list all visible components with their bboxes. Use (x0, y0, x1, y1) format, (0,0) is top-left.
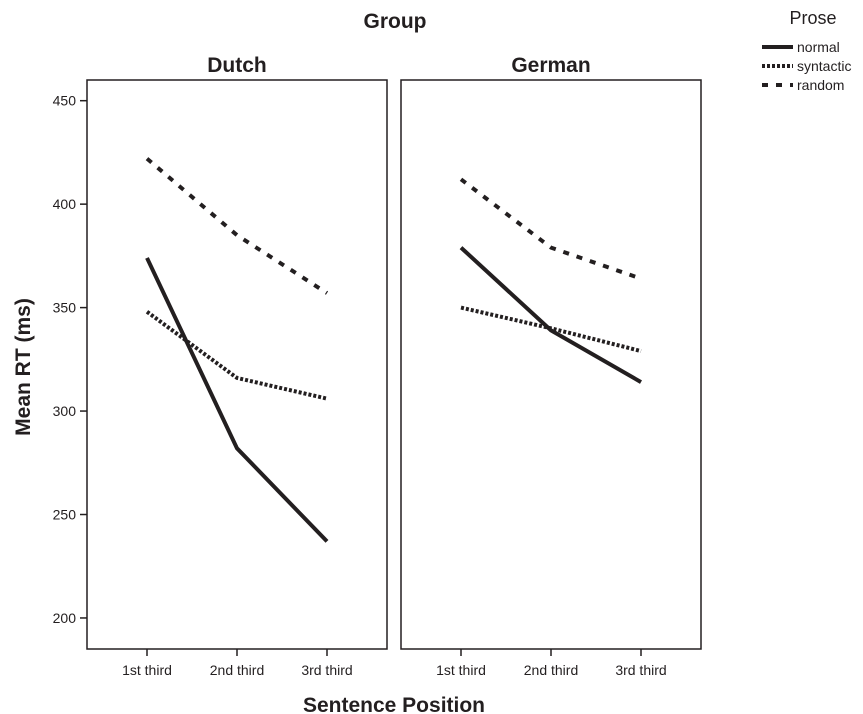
x-tick-label: 3rd third (301, 662, 352, 678)
y-tick-label: 450 (53, 93, 77, 109)
panel-frame (86, 79, 388, 650)
chart-super-title: Group (364, 10, 427, 33)
panel-german: German 1st third 2nd third 3rd third (400, 54, 702, 678)
y-axis: 200 250 300 350 400 450 (53, 93, 87, 626)
x-tick-label: 1st third (436, 662, 486, 678)
x-tick-label: 1st third (122, 662, 172, 678)
y-tick-label: 200 (53, 610, 77, 626)
legend-label-normal: normal (797, 39, 840, 55)
series-line-syntactic (460, 305, 642, 353)
legend-label-syntactic: syntactic (797, 58, 851, 74)
x-tick-label: 3rd third (615, 662, 666, 678)
y-axis-label: Mean RT (ms) (12, 298, 35, 436)
series-line-random (145, 157, 329, 295)
panel-title: Dutch (207, 54, 267, 77)
series-line-normal (459, 246, 642, 384)
x-tick-label: 2nd third (524, 662, 578, 678)
legend: Prose normal syntactic random (762, 8, 851, 93)
x-tick-label: 2nd third (210, 662, 264, 678)
legend-title: Prose (789, 8, 836, 28)
x-axis-label: Sentence Position (303, 694, 485, 714)
series-line-random (459, 177, 642, 281)
y-tick-label: 250 (53, 507, 77, 523)
y-tick-label: 400 (53, 196, 77, 212)
y-tick-label: 300 (53, 403, 77, 419)
y-tick-label: 350 (53, 300, 77, 316)
panel-dutch: Dutch 1st third 2nd third 3rd third (86, 54, 388, 678)
panel-title: German (511, 54, 590, 77)
panel-frame (400, 79, 702, 650)
panels: 200 250 300 350 400 450 Dutch 1st third 2nd thir… (53, 54, 702, 678)
legend-label-random: random (797, 77, 844, 93)
series-line-normal (145, 257, 329, 543)
series-line-syntactic (145, 310, 328, 401)
